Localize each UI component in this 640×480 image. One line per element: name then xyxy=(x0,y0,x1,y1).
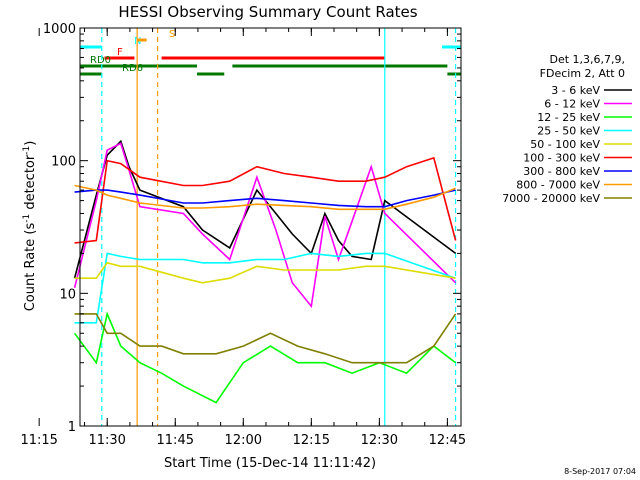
series-line-4 xyxy=(74,261,456,284)
y-axis-label-mid: detector xyxy=(23,154,38,214)
flag-label-s: S xyxy=(169,29,175,40)
x-tick-label-0: 11:15 xyxy=(20,433,57,448)
x-tick-label-6: 12:45 xyxy=(429,433,466,448)
series-line-7 xyxy=(74,184,456,211)
x-axis-label: Start Time (15-Dec-14 11:11:42) xyxy=(164,456,376,471)
y-tick-label-3: 1000 xyxy=(43,22,76,37)
y-axis-label-main: Count Rate (s xyxy=(23,223,38,312)
y-axis-label-sup2: -1 xyxy=(22,146,32,155)
plot-frame xyxy=(79,27,462,427)
series-line-5 xyxy=(74,156,457,244)
legend-label-0: 3 - 6 keV xyxy=(551,84,600,97)
y-tick-label-2: 100 xyxy=(51,155,76,170)
flag-label-rd0: RD0 xyxy=(90,55,111,66)
flag-label-f: F xyxy=(117,47,123,58)
series-line-2 xyxy=(73,311,457,404)
x-tick-label-1: 11:30 xyxy=(88,433,125,448)
y-axis-label: Count Rate (s-1 detector-1) xyxy=(22,141,38,312)
legend-label-2: 12 - 25 keV xyxy=(537,111,600,124)
series-line-1 xyxy=(73,142,457,309)
series-line-8 xyxy=(74,313,457,364)
x-tick-label-3: 12:00 xyxy=(225,433,262,448)
legend-label-8: 7000 - 20000 keV xyxy=(502,192,600,205)
chart-title: HESSI Observing Summary Count Rates xyxy=(118,3,417,21)
legend-label-4: 50 - 100 keV xyxy=(530,138,600,151)
legend-header-line1: Det 1,3,6,7,9, xyxy=(549,53,625,66)
x-tick-label-4: 12:15 xyxy=(293,433,330,448)
series-line-3 xyxy=(74,252,456,324)
legend-label-1: 6 - 12 keV xyxy=(544,98,600,111)
legend-label-5: 100 - 300 keV xyxy=(523,152,600,165)
legend-label-7: 800 - 7000 keV xyxy=(516,179,600,192)
series-line-0 xyxy=(73,139,457,279)
legend-label-6: 300 - 800 keV xyxy=(523,165,600,178)
legend-label-3: 25 - 50 keV xyxy=(537,125,600,138)
series-line-6 xyxy=(74,189,456,208)
y-tick-label-1: 10 xyxy=(59,287,76,302)
y-axis-label-end: ) xyxy=(23,141,38,146)
footer-date: 8-Sep-2017 07:04 xyxy=(564,467,636,476)
y-axis-label-sup1: -1 xyxy=(22,214,32,223)
flag-label-rd6: RD6 xyxy=(122,63,143,74)
x-tick-label-5: 12:30 xyxy=(361,433,398,448)
legend-header-line2: FDecim 2, Att 0 xyxy=(540,67,625,80)
x-tick-label-2: 11:45 xyxy=(157,433,194,448)
y-tick-label-0: 1 xyxy=(68,420,76,435)
